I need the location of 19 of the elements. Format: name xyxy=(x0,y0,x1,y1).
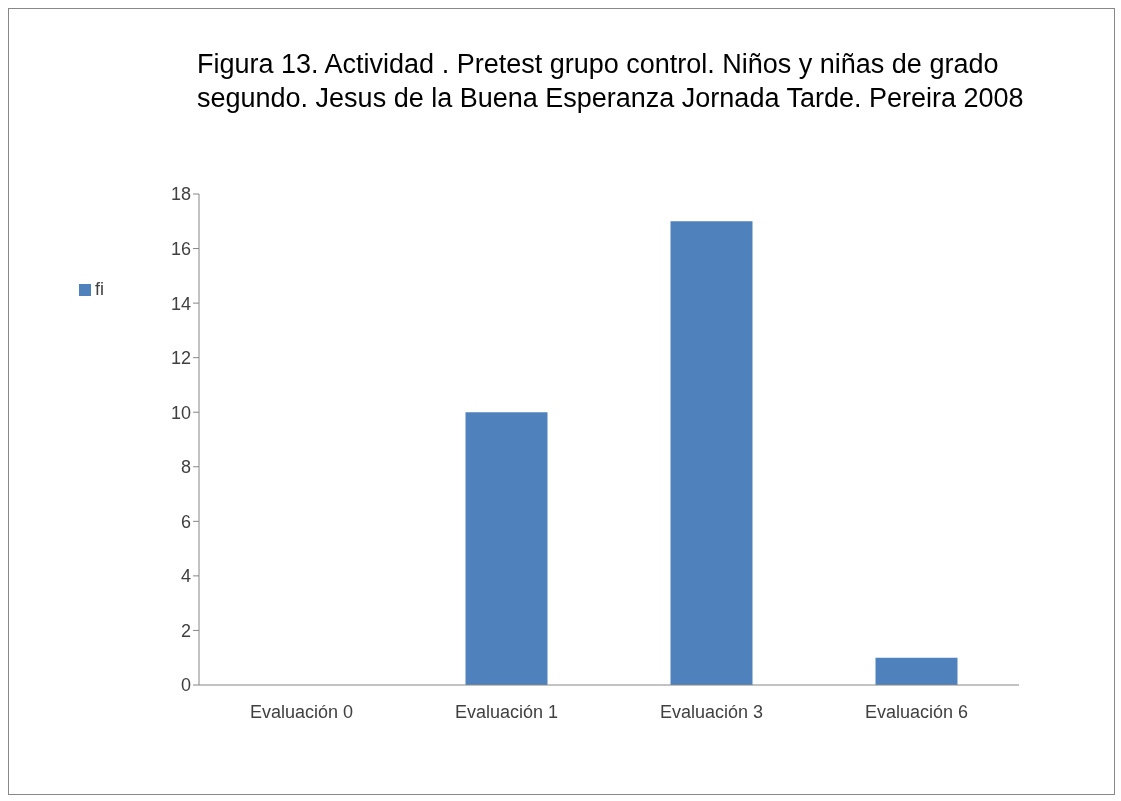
y-tick-label: 2 xyxy=(180,620,191,641)
bar xyxy=(465,412,548,685)
y-tick-label: 10 xyxy=(170,402,191,423)
y-tick-label: 16 xyxy=(170,238,191,259)
x-tick-label: Evaluación 3 xyxy=(659,701,764,722)
y-tick-label: 0 xyxy=(180,675,191,696)
y-tick-label: 6 xyxy=(180,511,191,532)
bar xyxy=(670,221,753,685)
x-tick-label: Evaluación 6 xyxy=(864,701,969,722)
y-tick-label: 8 xyxy=(180,457,191,478)
y-tick-label: 4 xyxy=(180,566,191,587)
y-tick-label: 12 xyxy=(170,348,191,369)
y-tick-label: 18 xyxy=(170,184,191,205)
x-tick-label: Evaluación 0 xyxy=(249,701,354,722)
bar xyxy=(875,657,958,685)
chart-title: Figura 13. Actividad . Pretest grupo control. Niños y niñas de grado segundo. Jesus de la Buena Esperanza Jornada Tarde. Pereira 2008 xyxy=(197,48,1025,115)
legend-label: fi xyxy=(95,279,104,299)
y-tick-label: 14 xyxy=(170,293,191,314)
x-tick-label: Evaluación 1 xyxy=(454,701,559,722)
